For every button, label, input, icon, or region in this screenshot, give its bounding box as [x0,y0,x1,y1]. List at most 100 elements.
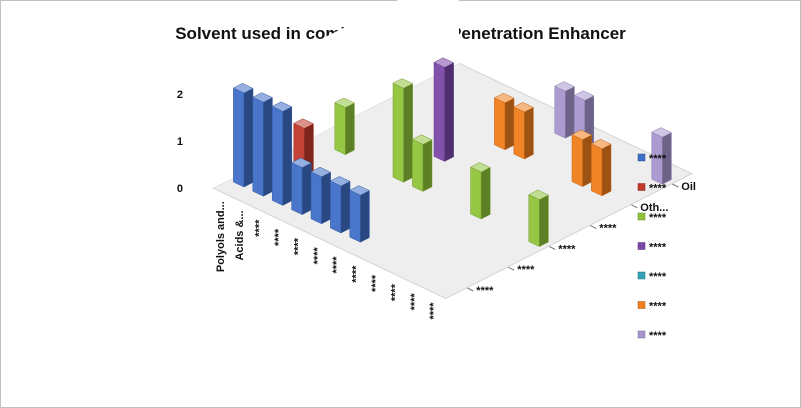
bar-front-face [349,189,361,243]
legend-label: **** [649,153,667,165]
bar-top-face [571,129,593,140]
depth-axis-tick-mark [590,225,597,230]
bar-top-face [528,189,549,200]
bar-front-face [392,82,404,183]
depth-axis-tick-label: Oil [681,181,696,193]
bar-front-face [470,166,482,220]
bar-side-face [504,97,515,151]
bar-front-face [271,106,284,206]
depth-axis-tick-label: **** [599,223,617,235]
z-axis-tick-label: 1 [177,136,183,148]
bar-front-face [513,106,525,160]
bar-side-face [263,97,273,197]
legend-swatch [637,212,646,221]
legend-label: **** [649,330,667,342]
legend-swatch [637,271,646,280]
bar [349,185,370,243]
bar [513,102,534,160]
z-axis-tick-label: 0 [177,183,183,195]
bar-top-face [232,83,254,94]
bar [252,92,273,197]
bar [271,101,293,206]
bar [411,134,433,192]
bar [433,57,455,162]
bar [291,157,312,216]
depth-axis-tick-label: **** [476,285,494,297]
legend-label: **** [649,271,667,283]
depth-axis-tick-mark [508,266,515,271]
depth-axis-tick-mark [672,183,679,188]
depth-axis-tick-label: **** [517,264,535,276]
bar-side-face [301,162,312,216]
bar-side-face [565,86,575,139]
bar-side-face [321,171,331,225]
x-axis-tick-label: **** [428,302,440,320]
bar-side-face [601,143,612,197]
bar [334,97,355,156]
legend-swatch [637,330,646,339]
bar-side-face [582,134,592,188]
legend-swatch [637,153,646,162]
bar-top-face [334,97,355,108]
bar-top-face [411,134,433,145]
depth-axis-tick-mark [467,287,474,292]
bar-top-face [392,78,414,89]
bar [590,138,612,197]
bar-top-face [470,162,491,173]
legend-label: **** [649,301,667,313]
bar [651,127,672,185]
bar [470,162,491,220]
bar-side-face [345,102,355,156]
z-axis-tick-label: 2 [177,89,183,101]
bar [329,176,351,234]
bar-front-face [252,96,264,197]
bar-top-face [433,57,455,68]
legend-swatch [637,242,646,250]
bar [554,81,575,139]
x-axis-tick-label: **** [351,265,363,283]
depth-axis-tick-label: **** [558,243,576,255]
bar-front-face [433,62,445,162]
bar-top-face [554,81,575,92]
bar-top-face [590,138,612,150]
x-axis-tick-label: **** [331,256,343,274]
bar-top-face [573,90,595,101]
bar-top-face [513,102,534,113]
bar [493,92,515,151]
bar-top-face [310,166,332,178]
bar-top-face [291,157,312,168]
bar-top-face [271,101,293,112]
legend-label: **** [649,242,667,254]
legend-swatch [637,183,646,191]
x-axis-tick-label: Polyols and... [215,201,227,272]
x-axis-tick-label: **** [389,283,401,301]
legend-label: **** [649,212,667,224]
bar-top-face [293,118,314,129]
x-axis-tick-label: **** [292,237,304,255]
bar-front-face [554,85,566,139]
x-axis-tick-label: Acids &... [234,210,246,260]
bar-side-face [444,62,454,162]
bar-side-face [539,194,549,248]
x-axis-tick-label: **** [370,274,382,292]
legend-label: **** [649,183,667,195]
bar-front-face [334,102,346,155]
bar-top-face [329,176,351,187]
bar-front-face [233,87,245,188]
bar-front-face [571,134,583,187]
bar-top-face [493,92,515,104]
bar-front-face [528,194,540,247]
depth-axis-tick-mark [631,204,638,209]
bar [232,83,254,188]
bar-side-face [360,190,370,243]
bar [392,78,414,183]
legend-swatch [637,301,646,309]
bar-side-face [243,87,254,188]
bar-front-face [591,143,603,197]
x-axis-tick-label: **** [409,292,421,310]
bar-side-face [524,106,534,160]
bar-side-face [282,106,293,206]
bar-side-face [422,139,433,192]
x-axis-tick-label: **** [273,228,285,246]
